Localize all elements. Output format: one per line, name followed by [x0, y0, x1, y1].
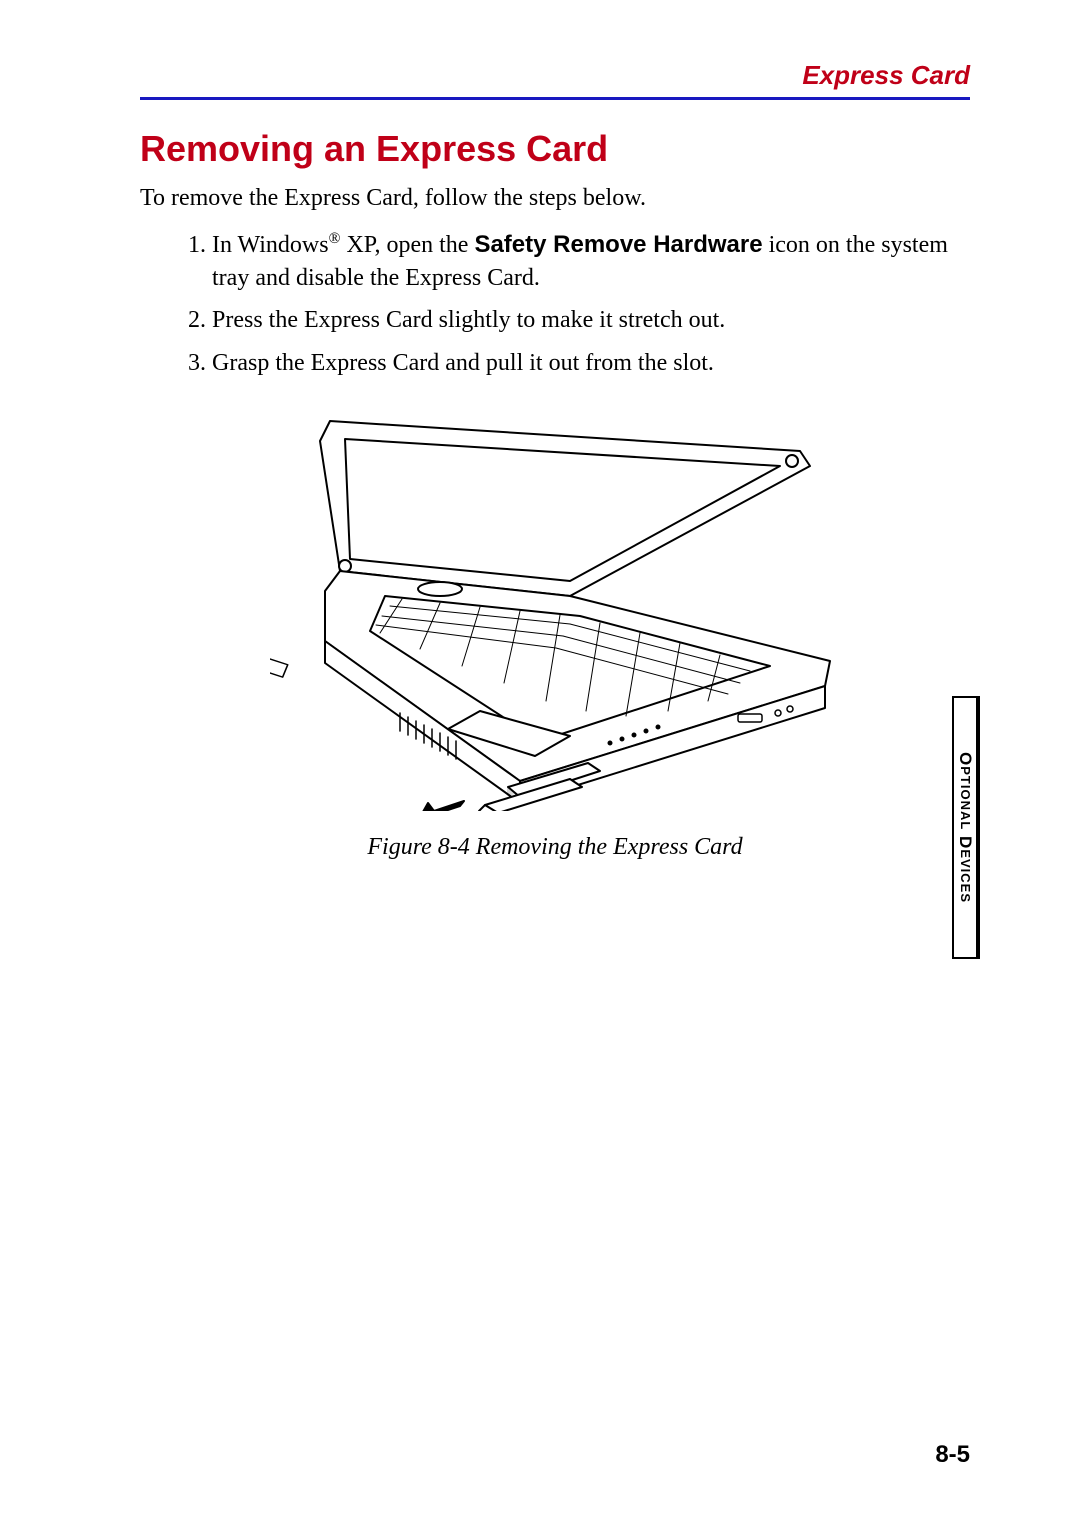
step-1: In Windows® XP, open the Safety Remove H…: [212, 228, 970, 294]
registered-mark: ®: [329, 230, 341, 247]
chapter-tab: OPTIONAL DEVICES: [952, 696, 980, 959]
laptop-express-card-illustration: [270, 411, 840, 811]
tab-word1-cap: O: [956, 752, 975, 766]
section-title: Removing an Express Card: [140, 128, 970, 170]
step-3: Grasp the Express Card and pull it out f…: [212, 347, 970, 379]
figure: Figure 8-4 Removing the Express Card: [140, 411, 970, 861]
running-header: Express Card: [140, 60, 970, 97]
step-1-mid: XP, open the: [340, 232, 474, 258]
step-1-prefix: In Windows: [212, 232, 329, 258]
header-rule: [140, 97, 970, 100]
manual-page: Express Card Removing an Express Card To…: [0, 0, 1080, 1529]
step-2: Press the Express Card slightly to make …: [212, 304, 970, 336]
chapter-tab-label: OPTIONAL DEVICES: [955, 752, 975, 903]
page-number: 8-5: [935, 1441, 970, 1469]
tab-word2-rest: EVICES: [958, 849, 973, 903]
tab-word2-cap: D: [956, 836, 975, 849]
tab-word1-rest: PTIONAL: [958, 766, 973, 830]
step-1-bold: Safety Remove Hardware: [474, 231, 762, 258]
figure-caption: Figure 8-4 Removing the Express Card: [140, 834, 970, 861]
intro-paragraph: To remove the Express Card, follow the s…: [140, 182, 970, 214]
steps-list: In Windows® XP, open the Safety Remove H…: [140, 228, 970, 379]
